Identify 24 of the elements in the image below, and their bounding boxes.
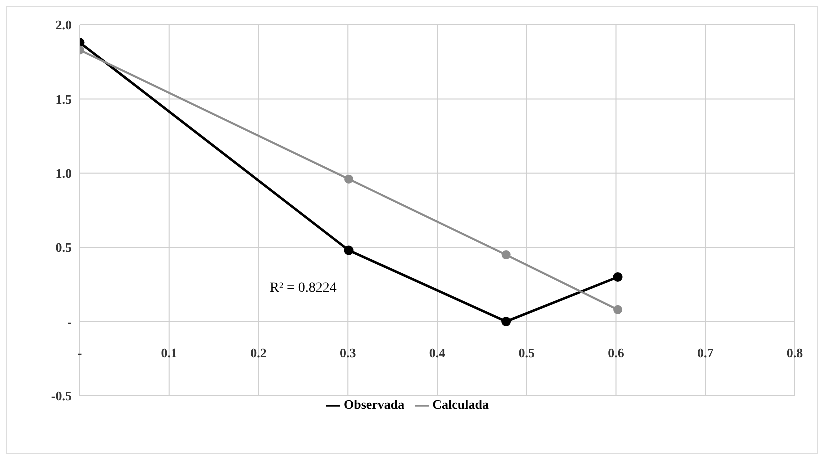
point [614, 305, 623, 314]
x-tick-label: 0.8 [786, 345, 804, 360]
y-tick-label: 1.5 [56, 92, 72, 107]
annotation: R² = 0.8224 [270, 280, 337, 296]
x-tick-label: 0.7 [698, 345, 714, 360]
x-tick-label: 0.3 [340, 345, 357, 360]
x-tick-label: 0.2 [250, 345, 267, 360]
point [613, 272, 623, 282]
x-tick-label: 0.1 [161, 345, 178, 360]
point [344, 174, 354, 184]
legend-label: Calculada [432, 396, 489, 412]
y-tick-label: - [68, 314, 72, 330]
legend-label: Observada [344, 396, 405, 412]
point [502, 317, 512, 327]
y-tick-label: -0.5 [51, 388, 72, 404]
x-tick-label: 0.4 [429, 345, 446, 360]
x-tick-label: 0.5 [518, 345, 536, 360]
y-tick-label: 2.0 [56, 18, 72, 33]
x-tick-label: - [78, 345, 82, 360]
point [344, 246, 354, 256]
x-tick-label: 0.6 [608, 345, 625, 360]
y-tick-label: 0.5 [56, 240, 72, 256]
y-tick-label: 1.0 [56, 166, 72, 182]
point [502, 250, 511, 260]
